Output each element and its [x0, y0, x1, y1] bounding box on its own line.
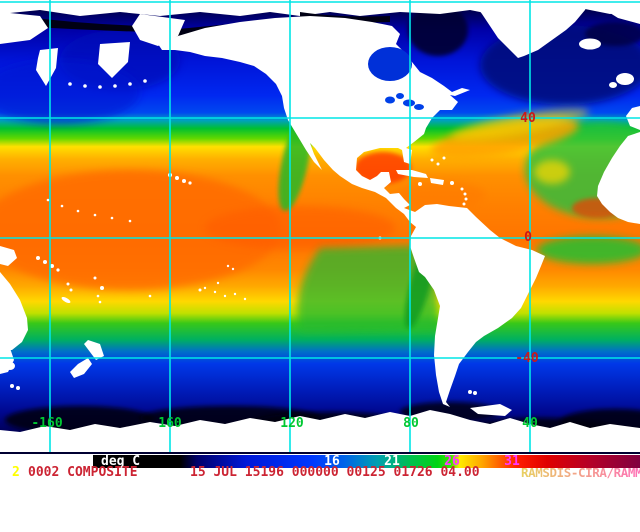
latitude-label-40s: -40	[515, 351, 539, 366]
latitude-label-40n: 40	[520, 111, 536, 126]
colorbar-tick-21: 21	[384, 454, 400, 469]
inland-water	[368, 47, 424, 110]
sst-anomaly-patches	[0, 4, 640, 442]
sst-map: 40 0 -40 -160 160 120 80 40	[0, 0, 640, 454]
timestamp-label: 15 JUL 15196 000000 00125 01726 04.00	[190, 465, 480, 480]
longitude-label-160e: -160	[31, 416, 62, 431]
credit-label: RAMSDIS-CIRA/RAMM	[521, 466, 640, 479]
longitude-label-160w: 160	[158, 416, 182, 431]
longitude-label-80w: 80	[403, 416, 419, 431]
land-masses	[18, 12, 390, 38]
colorbar-tick-26: 26	[444, 454, 460, 469]
colorbar-units-label: deg C	[101, 454, 141, 469]
colorbar-tick-31: 31	[504, 454, 520, 469]
sst-map-canvas: 40 0 -40 -160 160 120 80 40	[0, 0, 640, 454]
graticule	[0, 0, 640, 452]
colorbar-tick-16: 16	[324, 454, 340, 469]
longitude-label-40w: 40	[522, 416, 538, 431]
product-label: 0002 COMPOSITE	[28, 465, 138, 480]
latitude-label-0: 0	[524, 230, 532, 245]
frame-counter: 2	[12, 465, 20, 480]
longitude-label-120w: 120	[280, 416, 304, 431]
temperature-colorbar: deg C 16 21 26 31	[93, 455, 640, 468]
status-bar: 2 0002 COMPOSITE 15 JUL 15196 000000 001…	[0, 466, 640, 480]
